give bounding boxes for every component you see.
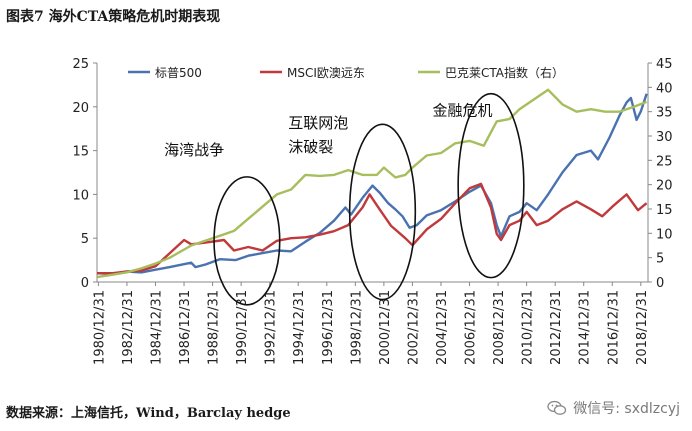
x-tick-label: 1994/12/31: [292, 290, 307, 365]
x-tick-label: 2014/12/31: [578, 290, 593, 365]
crisis-circle-2: [457, 92, 525, 279]
x-tick-label: 1998/12/31: [349, 290, 364, 365]
x-tick-label: 2012/12/31: [549, 290, 564, 365]
y-left-tick-label: 10: [72, 188, 89, 203]
y-right-tick-label: 45: [656, 57, 673, 72]
watermark: 微信号: sxdlzcyj: [547, 398, 680, 418]
x-tick-label: 2008/12/31: [492, 290, 507, 365]
watermark-text: 微信号: sxdlzcyj: [573, 401, 680, 417]
x-tick-label: 2002/12/31: [406, 290, 421, 365]
x-tick-label: 2018/12/31: [635, 290, 650, 365]
figure-title: 图表7 海外CTA策略危机时期表现: [6, 9, 221, 25]
x-tick-label: 2000/12/31: [378, 290, 393, 365]
y-right-tick-label: 0: [656, 276, 664, 291]
y-right-tick-label: 20: [656, 179, 673, 194]
x-tick-label: 1990/12/31: [235, 290, 250, 365]
y-left-tick-label: 15: [72, 145, 89, 160]
x-tick-label: 2004/12/31: [435, 290, 450, 365]
x-tick-label: 2016/12/31: [606, 290, 621, 365]
series-line-0: [96, 93, 648, 276]
annotation-label-2: 金融危机: [432, 102, 492, 120]
y-left-tick-label: 20: [72, 101, 89, 116]
y-right-tick-label: 35: [656, 106, 673, 121]
x-tick-label: 2006/12/31: [464, 290, 479, 365]
y-left-tick-label: 25: [72, 57, 89, 72]
figure-source: 数据来源：上海信托，Wind，Barclay hedge: [6, 406, 291, 421]
annotation-label-1: 互联网泡: [288, 114, 348, 132]
x-tick-label: 1986/12/31: [178, 290, 193, 365]
y-right-tick-label: 15: [656, 203, 673, 218]
y-left-tick-label: 0: [81, 276, 89, 291]
wechat-icon: [547, 400, 567, 415]
annotation-label-0: 海湾战争: [164, 141, 224, 159]
crisis-circle-1: [348, 123, 417, 301]
legend-label-1: MSCI欧澳远东: [287, 66, 365, 80]
series-line-1: [97, 182, 648, 275]
series-line-2: [96, 88, 648, 279]
x-tick-label: 1980/12/31: [92, 290, 107, 365]
legend-label-2: 巴克莱CTA指数（右）: [445, 65, 564, 80]
y-right-tick-label: 30: [656, 130, 673, 145]
x-tick-label: 1988/12/31: [207, 290, 222, 365]
legend-label-0: 标普500: [155, 66, 202, 80]
x-tick-label: 1992/12/31: [264, 290, 279, 365]
y-left-tick-label: 5: [81, 232, 89, 247]
y-right-tick-label: 10: [656, 227, 673, 242]
x-tick-label: 1984/12/31: [149, 290, 164, 365]
annotation-label-1: 沫破裂: [288, 138, 333, 156]
y-right-tick-label: 40: [656, 81, 673, 96]
x-tick-label: 1982/12/31: [121, 290, 136, 365]
y-right-tick-label: 25: [656, 154, 673, 169]
y-right-tick-label: 5: [656, 252, 664, 267]
x-tick-label: 2010/12/31: [521, 290, 536, 365]
crisis-circle-0: [213, 176, 281, 306]
x-tick-label: 1996/12/31: [321, 290, 336, 365]
